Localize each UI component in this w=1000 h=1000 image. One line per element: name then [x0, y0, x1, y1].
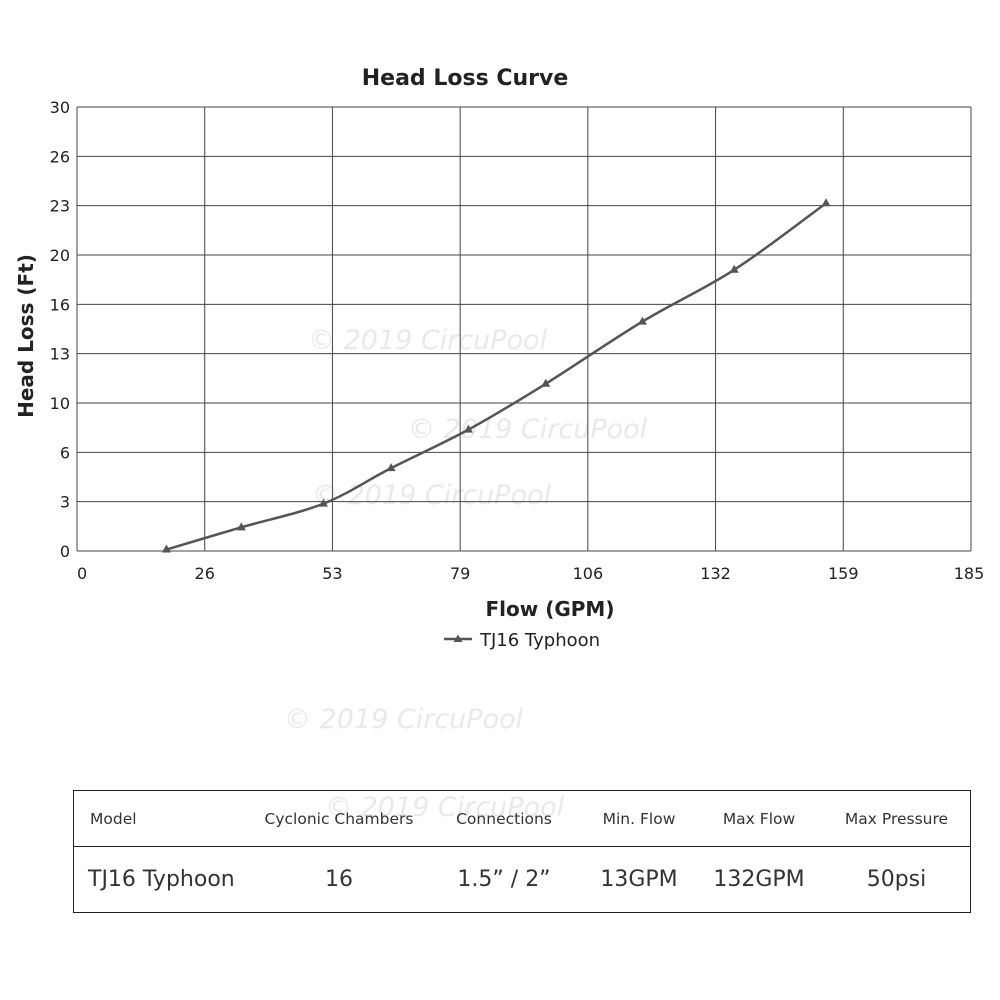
x-tick-label: 79 — [450, 564, 470, 583]
header-cyclonic-chambers: Cyclonic Chambers — [264, 809, 414, 828]
x-axis-label: Flow (GPM) — [486, 597, 615, 621]
y-tick-label: 23 — [50, 197, 70, 216]
y-tick-label: 6 — [60, 443, 70, 462]
legend: TJ16 Typhoon — [444, 630, 600, 651]
data-point-marker — [463, 424, 473, 433]
y-tick-label: 16 — [50, 295, 70, 314]
head-loss-chart: Head Loss Curve 0 3 6 10 13 16 20 23 26 30 0 26 53 7… — [14, 66, 984, 651]
x-tick-label: 132 — [700, 564, 731, 583]
y-tick-label: 26 — [50, 147, 70, 166]
cell-model: TJ16 Typhoon — [88, 867, 235, 892]
spec-table-row: TJ16 Typhoon 16 1.5” / 2” 13GPM 132GPM 5… — [74, 847, 970, 912]
y-tick-label: 3 — [60, 493, 70, 512]
y-axis-label: Head Loss (Ft) — [14, 254, 38, 418]
data-point-marker — [729, 264, 739, 273]
legend-triangle-marker — [453, 634, 463, 642]
y-axis-ticks: 0 3 6 10 13 16 20 23 26 30 — [50, 98, 70, 561]
chart-title: Head Loss Curve — [362, 66, 569, 91]
y-tick-label: 0 — [60, 542, 70, 561]
data-point-marker — [821, 198, 831, 207]
cell-max-flow: 132GPM — [713, 867, 805, 892]
cell-min-flow: 13GPM — [600, 867, 678, 892]
data-point-marker — [318, 498, 328, 507]
legend-label: TJ16 Typhoon — [479, 630, 600, 651]
header-connections: Connections — [456, 809, 552, 828]
header-model: Model — [90, 809, 137, 828]
cell-connections: 1.5” / 2” — [457, 867, 551, 892]
data-series — [161, 198, 831, 553]
cell-max-pressure: 50psi — [866, 867, 927, 892]
x-tick-label: 185 — [954, 564, 985, 583]
spec-table: Model Cyclonic Chambers Connections Min.… — [73, 790, 971, 913]
data-point-marker — [541, 378, 551, 387]
data-point-marker — [637, 316, 647, 325]
data-point-marker — [236, 522, 246, 531]
x-tick-label: 0 — [77, 564, 87, 583]
header-max-pressure: Max Pressure — [844, 809, 949, 828]
x-tick-label: 26 — [195, 564, 215, 583]
cell-cyclonic-chambers: 16 — [325, 867, 353, 892]
spec-table-header-row: Model Cyclonic Chambers Connections Min.… — [74, 791, 970, 847]
y-tick-label: 13 — [50, 345, 70, 364]
x-tick-label: 53 — [322, 564, 342, 583]
y-tick-label: 10 — [50, 394, 70, 413]
data-point-marker — [386, 463, 396, 472]
y-tick-label: 20 — [50, 246, 70, 265]
header-min-flow: Min. Flow — [602, 809, 676, 828]
data-point-marker — [161, 544, 171, 553]
x-tick-label: 106 — [573, 564, 604, 583]
watermark-text: © 2019 CircuPool — [284, 704, 524, 735]
series-line — [166, 202, 827, 551]
grid — [76, 106, 972, 552]
x-tick-label: 159 — [828, 564, 859, 583]
header-max-flow: Max Flow — [722, 809, 796, 828]
x-axis-ticks: 0 26 53 79 106 132 159 185 — [77, 564, 984, 583]
y-tick-label: 30 — [50, 98, 70, 117]
